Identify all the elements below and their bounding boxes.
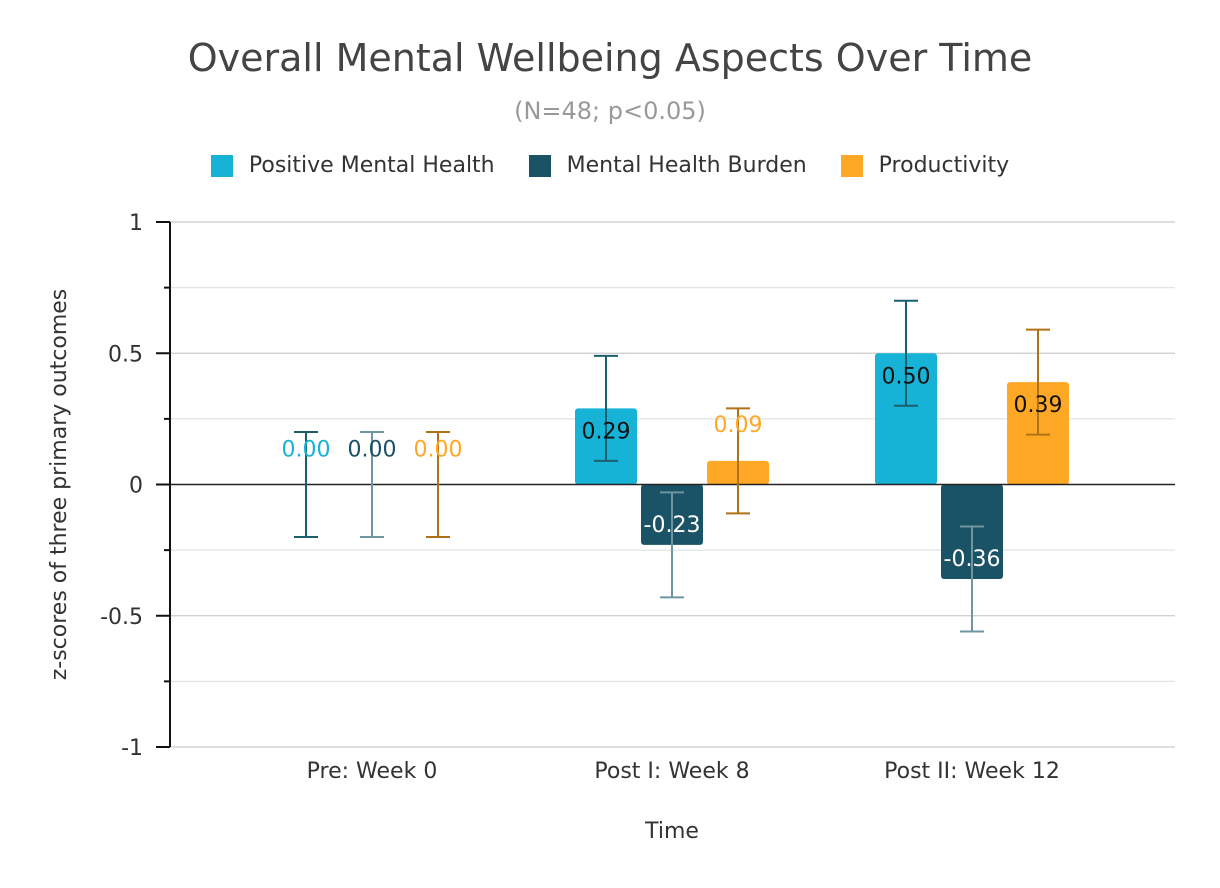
legend-swatch-positive-mental-health — [210, 154, 233, 177]
x-tick-label: Post I: Week 8 — [594, 759, 749, 784]
y-tick-label: 0 — [129, 474, 143, 499]
x-tick-label: Pre: Week 0 — [307, 759, 438, 784]
y-tick-label: -1 — [121, 736, 143, 761]
y-tick-label: -0.5 — [100, 605, 143, 630]
y-tick-label: 1 — [129, 211, 143, 236]
data-label: 0.09 — [714, 413, 763, 438]
bar — [875, 353, 937, 485]
x-tick-label: Post II: Week 12 — [884, 759, 1060, 784]
data-label: -0.23 — [644, 513, 701, 538]
legend-item-productivity: Productivity — [840, 153, 1010, 178]
legend-label-positive-mental-health: Positive Mental Health — [248, 153, 495, 178]
data-label: -0.36 — [944, 547, 1001, 572]
data-label: 0.00 — [282, 438, 331, 463]
legend-item-mental-health-burden: Mental Health Burden — [528, 153, 807, 178]
chart-title: Overall Mental Wellbeing Aspects Over Ti… — [187, 36, 1033, 80]
legend-label-mental-health-burden: Mental Health Burden — [566, 153, 807, 178]
data-label: 0.50 — [882, 364, 931, 389]
y-tick-label: 0.5 — [108, 342, 143, 367]
data-label: 0.29 — [582, 419, 631, 444]
data-label: 0.39 — [1014, 393, 1063, 418]
x-axis-title: Time — [644, 819, 699, 844]
legend-label-productivity: Productivity — [878, 153, 1010, 178]
legend-swatch-mental-health-burden — [528, 154, 551, 177]
data-label: 0.00 — [414, 438, 463, 463]
legend-swatch-productivity — [840, 154, 863, 177]
y-axis-title: z-scores of three primary outcomes — [47, 289, 72, 681]
data-label: 0.00 — [348, 438, 397, 463]
chart-subtitle: (N=48; p<0.05) — [514, 97, 706, 125]
legend: Positive Mental Health Mental Health Bur… — [0, 153, 1220, 178]
legend-item-positive-mental-health: Positive Mental Health — [210, 153, 495, 178]
